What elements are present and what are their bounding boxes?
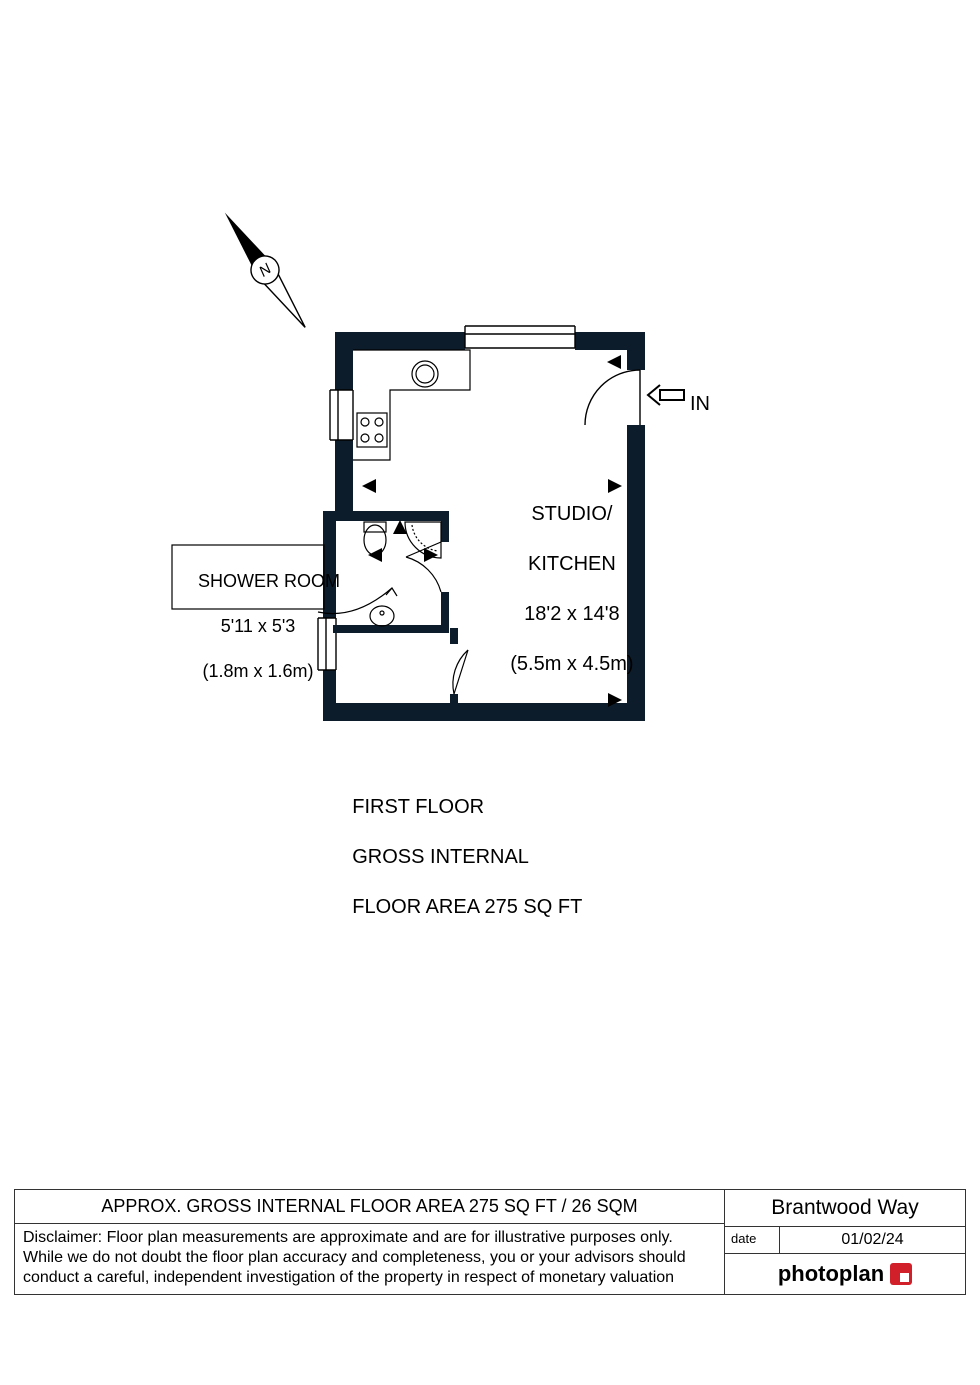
floor-summary-2: GROSS INTERNAL bbox=[352, 846, 529, 868]
date-value: 01/02/24 bbox=[780, 1227, 965, 1253]
entry-label: IN bbox=[690, 393, 710, 415]
footer-area-line: APPROX. GROSS INTERNAL FLOOR AREA 275 SQ… bbox=[15, 1190, 724, 1224]
brand-icon bbox=[890, 1263, 912, 1285]
shower-dim-met: (1.8m x 1.6m) bbox=[202, 661, 313, 681]
entry-door bbox=[585, 370, 640, 425]
property-name: Brantwood Way bbox=[725, 1190, 965, 1227]
compass-icon: N bbox=[213, 205, 316, 336]
floor-summary-3: FLOOR AREA 275 SQ FT bbox=[352, 896, 582, 918]
floorplan-page: N bbox=[0, 0, 980, 1385]
studio-name-2: KITCHEN bbox=[528, 553, 616, 575]
date-label: date bbox=[725, 1227, 780, 1253]
entry-arrow-icon bbox=[648, 385, 684, 405]
floor-summary: FIRST FLOOR GROSS INTERNAL FLOOR AREA 27… bbox=[330, 770, 582, 945]
studio-dim-imp: 18'2 x 14'8 bbox=[524, 603, 620, 625]
footer-table: APPROX. GROSS INTERNAL FLOOR AREA 275 SQ… bbox=[14, 1189, 966, 1295]
shower-label: SHOWER ROOM 5'11 x 5'3 (1.8m x 1.6m) bbox=[178, 547, 318, 705]
date-row: date 01/02/24 bbox=[725, 1227, 965, 1254]
studio-name-1: STUDIO/ bbox=[531, 503, 612, 525]
floor-summary-1: FIRST FLOOR bbox=[352, 796, 484, 818]
studio-label: STUDIO/ KITCHEN 18'2 x 14'8 (5.5m x 4.5m… bbox=[488, 477, 634, 702]
cupboard-door bbox=[453, 650, 468, 694]
kitchen bbox=[353, 350, 470, 460]
shower-room-fixtures bbox=[364, 522, 441, 626]
footer-disclaimer: Disclaimer: Floor plan measurements are … bbox=[15, 1224, 724, 1294]
studio-dim-met: (5.5m x 4.5m) bbox=[510, 653, 633, 675]
shower-dim-imp: 5'11 x 5'3 bbox=[221, 616, 296, 636]
footer-left: APPROX. GROSS INTERNAL FLOOR AREA 275 SQ… bbox=[15, 1190, 724, 1294]
brand-row: photoplan bbox=[725, 1254, 965, 1294]
footer-right: Brantwood Way date 01/02/24 photoplan bbox=[724, 1190, 965, 1294]
shower-door bbox=[406, 542, 441, 592]
shower-name: SHOWER ROOM bbox=[198, 571, 340, 591]
brand-name: photoplan bbox=[778, 1261, 884, 1287]
